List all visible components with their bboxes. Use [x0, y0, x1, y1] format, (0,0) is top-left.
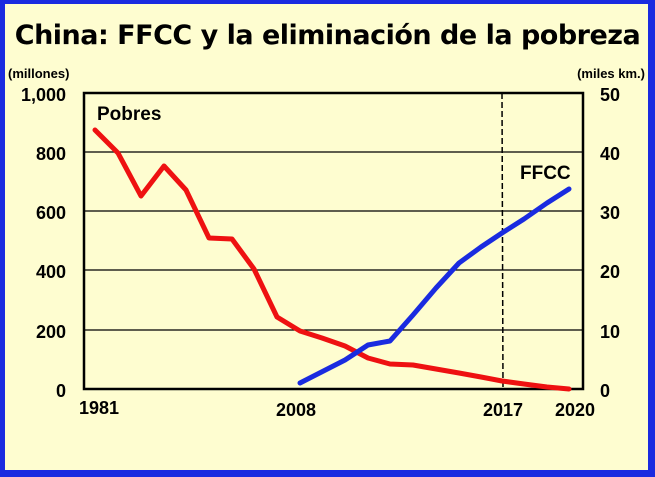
- x-tick: 2017: [483, 400, 523, 420]
- right-tick: 50: [600, 85, 620, 105]
- series-label-pobres: Pobres: [97, 104, 161, 125]
- left-tick: 400: [36, 262, 66, 282]
- left-tick: 0: [56, 381, 66, 401]
- right-tick: 40: [600, 144, 620, 164]
- x-tick: 1981: [79, 398, 119, 418]
- right-axis: 50 40 30 20 10 0: [600, 85, 620, 401]
- reference-line-2017: [501, 92, 504, 390]
- right-tick: 20: [600, 262, 620, 282]
- right-tick: 30: [600, 203, 620, 223]
- left-axis: 1,000 800 600 400 200 0: [21, 85, 66, 401]
- series-pobres-line: [92, 127, 572, 392]
- left-tick: 1,000: [21, 85, 66, 105]
- x-tick: 2020: [555, 400, 595, 420]
- left-tick: 600: [36, 203, 66, 223]
- x-tick: 2008: [276, 400, 316, 420]
- chart-background: [5, 4, 648, 470]
- right-tick: 0: [600, 381, 610, 401]
- plot-area: [82, 91, 585, 391]
- gridlines: [84, 151, 583, 331]
- series-label-ffcc: FFCC: [520, 163, 571, 184]
- left-axis-unit: (millones): [8, 66, 69, 81]
- x-axis: 1981 2008 2017 2020: [79, 398, 595, 420]
- right-axis-unit: (miles km.): [577, 66, 645, 81]
- left-tick: 200: [36, 322, 66, 342]
- series-ffcc-line: [297, 186, 572, 386]
- right-tick: 10: [600, 322, 620, 342]
- left-tick: 800: [36, 144, 66, 164]
- chart-title: China: FFCC y la eliminación de la pobre…: [14, 20, 641, 51]
